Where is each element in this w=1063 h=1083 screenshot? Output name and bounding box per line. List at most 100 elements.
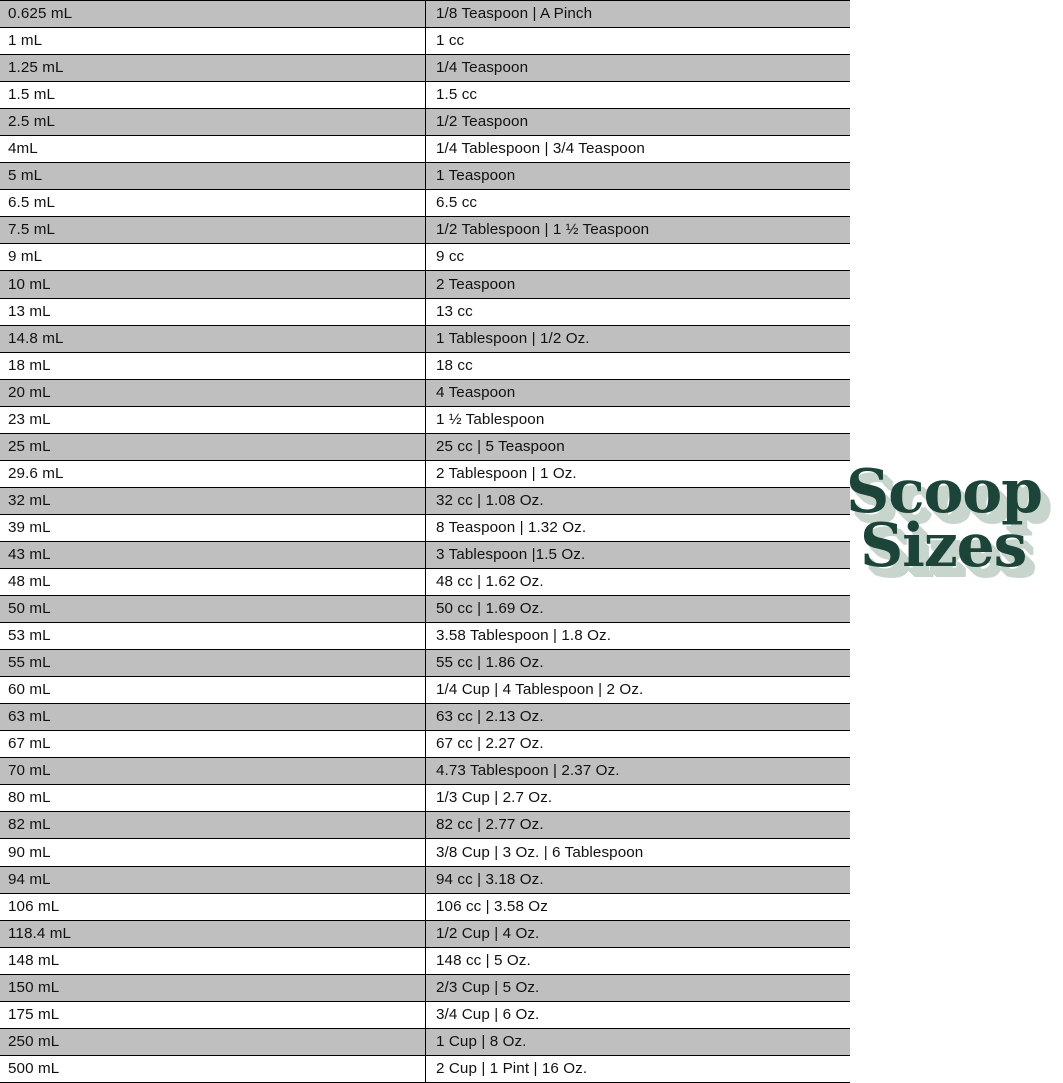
cell-equivalent-measure: 4.73 Tablespoon | 2.37 Oz. <box>425 757 850 786</box>
table-row: 43 mL 3 Tablespoon |1.5 Oz. <box>0 540 850 569</box>
cell-volume-ml: 50 mL <box>0 595 426 624</box>
cell-volume-ml: 94 mL <box>0 865 426 894</box>
cell-equivalent-measure: 1/2 Tablespoon | 1 ½ Teaspoon <box>425 216 850 245</box>
cell-equivalent-measure: 1/8 Teaspoon | A Pinch <box>425 0 850 29</box>
table-row: 70 mL 4.73 Tablespoon | 2.37 Oz. <box>0 757 850 786</box>
cell-volume-ml: 82 mL <box>0 811 426 840</box>
cell-volume-ml: 25 mL <box>0 432 426 461</box>
cell-equivalent-measure: 2 Teaspoon <box>425 270 850 299</box>
table-row: 175 mL 3/4 Cup | 6 Oz. <box>0 1000 850 1029</box>
table-row: 25 mL 25 cc | 5 Teaspoon <box>0 432 850 461</box>
cell-volume-ml: 4mL <box>0 135 426 164</box>
cell-volume-ml: 150 mL <box>0 973 426 1002</box>
cell-volume-ml: 6.5 mL <box>0 189 426 218</box>
cell-volume-ml: 500 mL <box>0 1054 426 1083</box>
cell-volume-ml: 1.5 mL <box>0 81 426 110</box>
cell-equivalent-measure: 18 cc <box>425 351 850 380</box>
cell-volume-ml: 7.5 mL <box>0 216 426 245</box>
scoop-size-conversion-table: 0.625 mL 1/8 Teaspoon | A Pinch 1 mL 1 cc 1.… <box>0 0 850 1083</box>
table-row: 106 mL 106 cc | 3.58 Oz <box>0 892 850 921</box>
cell-volume-ml: 60 mL <box>0 676 426 705</box>
cell-volume-ml: 175 mL <box>0 1000 426 1029</box>
table-row: 148 mL 148 cc | 5 Oz. <box>0 946 850 975</box>
cell-equivalent-measure: 48 cc | 1.62 Oz. <box>425 567 850 597</box>
cell-volume-ml: 2.5 mL <box>0 108 426 137</box>
cell-equivalent-measure: 50 cc | 1.69 Oz. <box>425 595 850 624</box>
cell-volume-ml: 250 mL <box>0 1027 426 1056</box>
cell-equivalent-measure: 25 cc | 5 Teaspoon <box>425 432 850 461</box>
cell-volume-ml: 67 mL <box>0 730 426 759</box>
cell-volume-ml: 18 mL <box>0 351 426 380</box>
cell-equivalent-measure: 6.5 cc <box>425 189 850 218</box>
cell-equivalent-measure: 1/2 Cup | 4 Oz. <box>425 919 850 948</box>
table-row: 63 mL 63 cc | 2.13 Oz. <box>0 703 850 732</box>
table-row: 10 mL 2 Teaspoon <box>0 270 850 299</box>
cell-equivalent-measure: 13 cc <box>425 297 850 326</box>
cell-volume-ml: 43 mL <box>0 540 426 569</box>
cell-volume-ml: 0.625 mL <box>0 0 426 29</box>
table-row: 1.25 mL 1/4 Teaspoon <box>0 54 850 83</box>
table-row: 55 mL 55 cc | 1.86 Oz. <box>0 649 850 678</box>
cell-volume-ml: 20 mL <box>0 378 426 407</box>
logo-line-sizes: Sizes <box>860 510 1027 581</box>
cell-volume-ml: 14.8 mL <box>0 324 426 353</box>
cell-volume-ml: 55 mL <box>0 649 426 678</box>
cell-volume-ml: 80 mL <box>0 784 426 813</box>
cell-volume-ml: 90 mL <box>0 838 426 867</box>
table-row: 80 mL 1/3 Cup | 2.7 Oz. <box>0 784 850 813</box>
table-row: 118.4 mL 1/2 Cup | 4 Oz. <box>0 919 850 948</box>
table-row: 500 mL 2 Cup | 1 Pint | 16 Oz. <box>0 1054 850 1083</box>
cell-volume-ml: 32 mL <box>0 486 426 515</box>
cell-equivalent-measure: 1 Teaspoon <box>425 162 850 191</box>
cell-equivalent-measure: 3 Tablespoon |1.5 Oz. <box>425 540 850 569</box>
cell-volume-ml: 39 mL <box>0 513 426 542</box>
cell-volume-ml: 23 mL <box>0 405 426 434</box>
cell-equivalent-measure: 2 Tablespoon | 1 Oz. <box>425 459 850 488</box>
table-row: 0.625 mL 1/8 Teaspoon | A Pinch <box>0 0 850 29</box>
table-row: 18 mL 18 cc <box>0 351 850 380</box>
cell-equivalent-measure: 1/4 Teaspoon <box>425 54 850 83</box>
table-row: 23 mL 1 ½ Tablespoon <box>0 405 850 434</box>
table-row: 4mL 1/4 Tablespoon | 3/4 Teaspoon <box>0 135 850 164</box>
table-row: 94 mL 94 cc | 3.18 Oz. <box>0 865 850 894</box>
cell-equivalent-measure: 148 cc | 5 Oz. <box>425 946 850 975</box>
cell-equivalent-measure: 55 cc | 1.86 Oz. <box>425 649 850 678</box>
table-row: 1.5 mL 1.5 cc <box>0 81 850 110</box>
cell-equivalent-measure: 2 Cup | 1 Pint | 16 Oz. <box>425 1054 850 1083</box>
table-row: 2.5 mL 1/2 Teaspoon <box>0 108 850 137</box>
cell-volume-ml: 10 mL <box>0 270 426 299</box>
cell-equivalent-measure: 1/4 Tablespoon | 3/4 Teaspoon <box>425 135 850 164</box>
table-row: 29.6 mL 2 Tablespoon | 1 Oz. <box>0 459 850 488</box>
cell-volume-ml: 5 mL <box>0 162 426 191</box>
table-row: 67 mL 67 cc | 2.27 Oz. <box>0 730 850 759</box>
table-row: 7.5 mL 1/2 Tablespoon | 1 ½ Teaspoon <box>0 216 850 245</box>
cell-equivalent-measure: 32 cc | 1.08 Oz. <box>425 486 850 515</box>
cell-volume-ml: 70 mL <box>0 757 426 786</box>
cell-volume-ml: 48 mL <box>0 567 426 597</box>
cell-equivalent-measure: 94 cc | 3.18 Oz. <box>425 865 850 894</box>
table-row: 9 mL 9 cc <box>0 243 850 272</box>
cell-volume-ml: 118.4 mL <box>0 919 426 948</box>
cell-equivalent-measure: 9 cc <box>425 243 850 272</box>
table-row: 60 mL 1/4 Cup | 4 Tablespoon | 2 Oz. <box>0 676 850 705</box>
cell-equivalent-measure: 1 cc <box>425 27 850 56</box>
table-row: 13 mL 13 cc <box>0 297 850 326</box>
table-row: 250 mL 1 Cup | 8 Oz. <box>0 1027 850 1056</box>
cell-volume-ml: 63 mL <box>0 703 426 732</box>
cell-equivalent-measure: 1 ½ Tablespoon <box>425 405 850 434</box>
cell-equivalent-measure: 1/2 Teaspoon <box>425 108 850 137</box>
cell-equivalent-measure: 67 cc | 2.27 Oz. <box>425 730 850 759</box>
cell-equivalent-measure: 82 cc | 2.77 Oz. <box>425 811 850 840</box>
table-row: 5 mL 1 Teaspoon <box>0 162 850 191</box>
table-row: 39 mL 8 Teaspoon | 1.32 Oz. <box>0 513 850 542</box>
table-row: 32 mL 32 cc | 1.08 Oz. <box>0 486 850 515</box>
table-row: 150 mL 2/3 Cup | 5 Oz. <box>0 973 850 1002</box>
table-row: 82 mL 82 cc | 2.77 Oz. <box>0 811 850 840</box>
cell-equivalent-measure: 3/8 Cup | 3 Oz. | 6 Tablespoon <box>425 838 850 867</box>
cell-equivalent-measure: 1.5 cc <box>425 81 850 110</box>
cell-equivalent-measure: 106 cc | 3.58 Oz <box>425 892 850 921</box>
table-row: 20 mL 4 Teaspoon <box>0 378 850 407</box>
cell-volume-ml: 9 mL <box>0 243 426 272</box>
conversion-table-body: 0.625 mL 1/8 Teaspoon | A Pinch 1 mL 1 cc 1.… <box>0 0 850 1083</box>
table-row: 1 mL 1 cc <box>0 27 850 56</box>
